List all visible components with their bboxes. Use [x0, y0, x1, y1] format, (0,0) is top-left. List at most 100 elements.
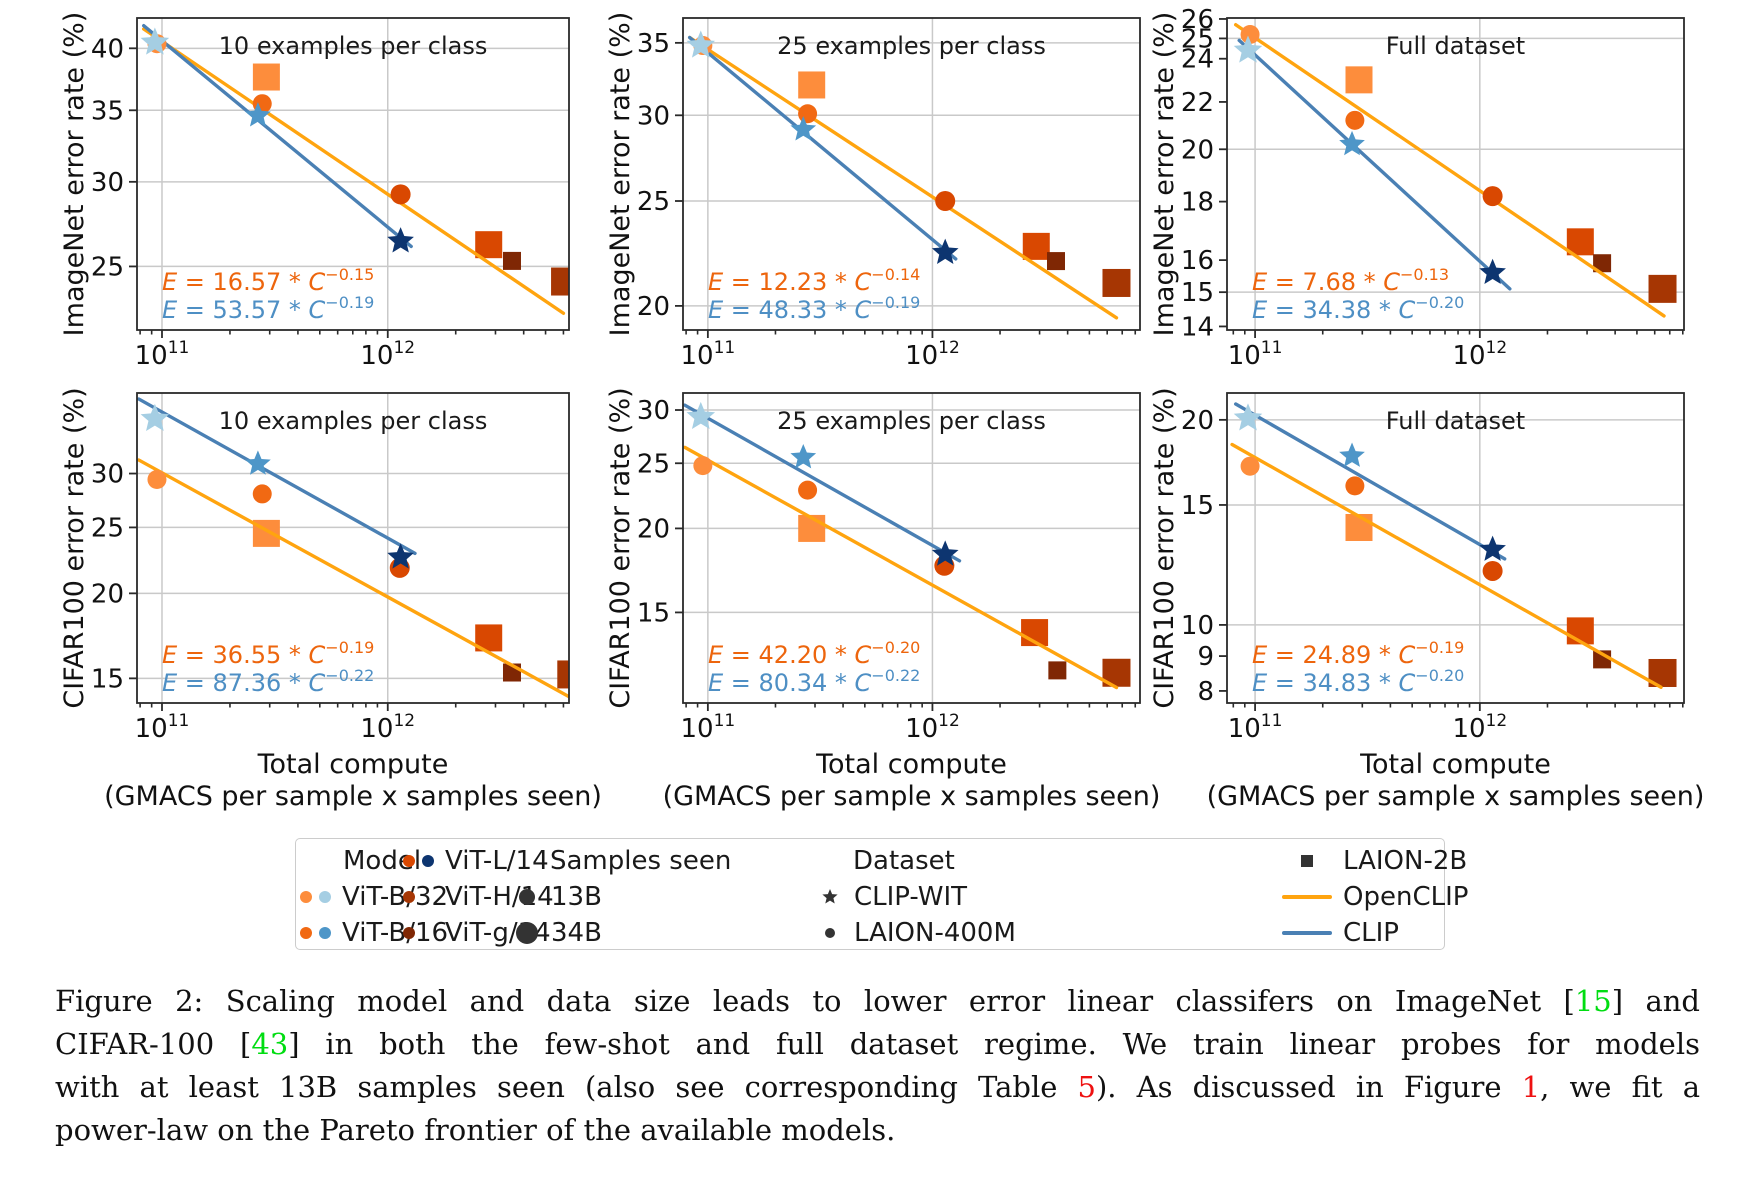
marker-b32_clip — [1233, 35, 1263, 63]
svg-text:25: 25 — [91, 513, 124, 543]
svg-text:15: 15 — [637, 598, 670, 628]
svg-text:1011: 1011 — [1228, 711, 1283, 744]
fit-formula-orange: E = 16.57 * C−0.15 — [162, 265, 374, 296]
openclip-line-icon — [1282, 895, 1332, 899]
legend-header-dataset: Dataset — [853, 846, 955, 876]
x-axis-label-line2: (GMACS per sample x samples seen) — [663, 781, 1161, 812]
fit-line-openclip — [683, 445, 1119, 690]
svg-text:18: 18 — [1181, 188, 1214, 218]
marker-l14_openclip — [935, 191, 956, 212]
caption-line: power-law on the Pareto frontier of the … — [55, 1113, 896, 1147]
x-axis-label-line2: (GMACS per sample x samples seen) — [1207, 781, 1705, 812]
panel-title: Full dataset — [1386, 32, 1525, 60]
laion-400m-dot-icon — [825, 928, 835, 938]
svg-text:20: 20 — [637, 514, 670, 544]
svg-text:30: 30 — [637, 396, 670, 426]
y-axis-label: ImageNet error rate (%) — [59, 12, 90, 337]
svg-text:1011: 1011 — [1228, 338, 1283, 371]
legend-item-vit-h14: ViT-H/14 — [403, 882, 554, 912]
legend-item-vit-b32: ViT-B/32 — [300, 882, 448, 912]
marker-b32_openclip — [1240, 24, 1260, 44]
marker-l14_clip — [1479, 258, 1506, 285]
svg-text:30: 30 — [91, 460, 124, 490]
vit-l14-openclip-dot-icon — [403, 855, 415, 867]
fit-line-clip — [683, 403, 962, 563]
figure-legend: Model ViT-B/32 ViT-B/16 ViT-L/14 ViT-H/1… — [295, 838, 1468, 950]
legend-header-samples-seen: Samples seen — [550, 846, 732, 876]
legend-item-laion-400m: LAION-400M — [817, 918, 1016, 948]
svg-text:1012: 1012 — [1452, 338, 1507, 371]
svg-text:9: 9 — [1197, 642, 1214, 672]
figure-caption: Figure 2: Scaling model and data size le… — [55, 980, 1700, 1152]
marker-h14_laion2b — [1102, 268, 1131, 297]
marker-b32_openclip — [147, 470, 167, 490]
svg-text:25: 25 — [91, 252, 124, 282]
svg-text:25: 25 — [637, 449, 670, 479]
marker-h14_laion2b — [557, 660, 569, 689]
vit-h14-dot-icon — [403, 891, 415, 903]
svg-text:35: 35 — [91, 96, 124, 126]
clip-line-icon — [1282, 931, 1332, 935]
marker-b16_clip — [245, 102, 271, 127]
marker-b16_openclip — [1345, 476, 1365, 496]
svg-text:10: 10 — [1181, 611, 1214, 641]
svg-text:15: 15 — [91, 664, 124, 694]
fit-formula-blue: E = 53.57 * C−0.19 — [162, 293, 374, 324]
vit-b32-clip-dot-icon — [319, 891, 331, 903]
svg-text:20: 20 — [91, 579, 124, 609]
marker-l14_clip — [1479, 535, 1506, 561]
svg-text:1011: 1011 — [680, 711, 735, 744]
marker-b32_laion2b — [252, 63, 280, 91]
svg-text:15: 15 — [1181, 278, 1214, 308]
marker-g14_laion2b — [1593, 254, 1612, 273]
svg-text:20: 20 — [637, 292, 670, 322]
marker-l14_clip — [387, 543, 414, 569]
marker-l14_openclip — [390, 184, 411, 205]
svg-text:15: 15 — [1181, 491, 1214, 521]
marker-b32_clip — [140, 403, 170, 431]
fit-formula-orange: E = 24.89 * C−0.19 — [1252, 638, 1464, 669]
fit-line-openclip — [1230, 442, 1663, 689]
fit-line-clip — [687, 35, 958, 261]
svg-text:1012: 1012 — [360, 338, 415, 371]
svg-text:25: 25 — [637, 187, 670, 217]
svg-text:30: 30 — [91, 168, 124, 198]
marker-g14_laion2b — [502, 251, 521, 270]
marker-b16_openclip — [798, 480, 818, 500]
marker-b32_clip — [686, 30, 716, 58]
x-axis-label-line1: Total compute — [815, 749, 1007, 780]
marker-l14_clip — [931, 238, 959, 264]
svg-text:40: 40 — [91, 34, 124, 64]
fit-formula-orange: E = 36.55 * C−0.19 — [162, 638, 374, 669]
marker-l14_clip — [931, 540, 959, 566]
svg-text:1012: 1012 — [1452, 711, 1507, 744]
fit-formula-blue: E = 34.83 * C−0.20 — [1252, 666, 1464, 697]
svg-text:22: 22 — [1181, 88, 1214, 118]
y-axis-label: ImageNet error rate (%) — [605, 12, 636, 337]
panel-cifar100-full: 1011 1012 8 910 15 20 Full dataset CIFAR100 err… — [1149, 387, 1704, 812]
legend-item-vit-l14: ViT-L/14 — [403, 846, 549, 876]
fit-line-openclip — [687, 35, 1119, 320]
fit-formula-orange: E = 7.68 * C−0.13 — [1252, 265, 1449, 296]
marker-h14_laion2b — [551, 267, 569, 296]
marker-b16_openclip — [1345, 110, 1365, 130]
marker-b32_laion2b — [798, 71, 826, 99]
marker-l14_laion2b — [1022, 232, 1050, 260]
fit-line-clip — [137, 397, 417, 556]
svg-text:30: 30 — [637, 101, 670, 131]
y-axis-label: CIFAR100 error rate (%) — [59, 387, 90, 708]
fit-line-clip — [1234, 402, 1507, 561]
fit-formula-blue: E = 87.36 * C−0.22 — [162, 666, 374, 697]
panel-cifar100-25shot: 1011 1012 15 20 25 30 25 examples per class CIF… — [605, 387, 1160, 812]
marker-b16_openclip — [798, 104, 818, 124]
marker-b32_laion2b — [1345, 513, 1373, 541]
vit-g14-dot-icon — [403, 927, 415, 939]
marker-b16_clip — [1339, 442, 1365, 467]
fit-formula-blue: E = 48.33 * C−0.19 — [708, 293, 920, 324]
svg-text:1012: 1012 — [905, 338, 960, 371]
fit-formula-orange: E = 42.20 * C−0.20 — [708, 638, 920, 669]
svg-text:1012: 1012 — [360, 711, 415, 744]
panel-cifar100-10shot: 1011 1012 15 20 25 30 10 examples per class CIF… — [59, 387, 602, 812]
samples-34b-circle-icon — [516, 922, 538, 944]
caption-line: CIFAR-100 [43] in both the few-shot and … — [55, 1027, 1700, 1061]
